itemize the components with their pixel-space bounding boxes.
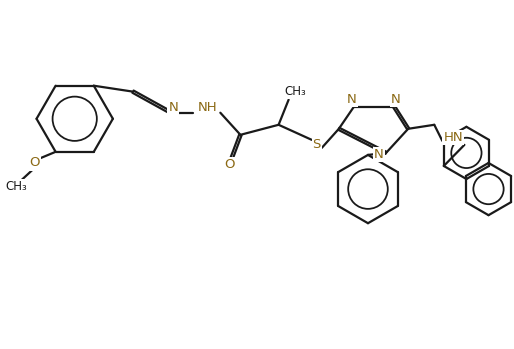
Text: HN: HN — [444, 131, 463, 144]
Text: CH₃: CH₃ — [6, 179, 27, 193]
Text: N: N — [391, 93, 401, 106]
Text: NH: NH — [197, 101, 217, 114]
Text: N: N — [347, 93, 357, 106]
Text: O: O — [29, 156, 40, 170]
Text: N: N — [374, 148, 384, 162]
Text: O: O — [224, 158, 234, 171]
Text: CH₃: CH₃ — [285, 85, 306, 98]
Text: N: N — [168, 101, 178, 114]
Text: S: S — [313, 138, 321, 151]
